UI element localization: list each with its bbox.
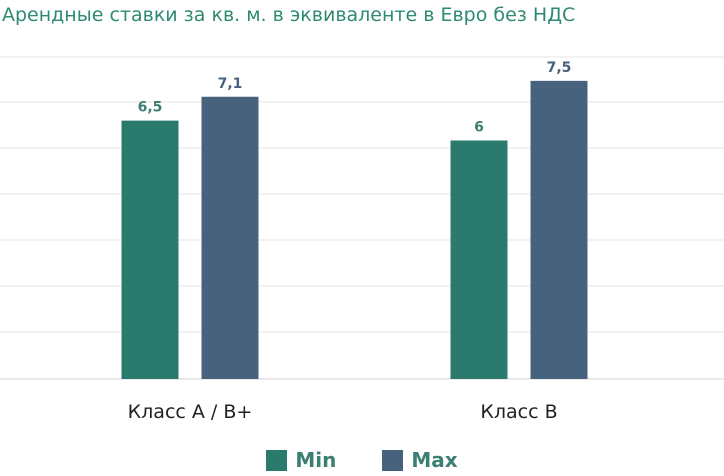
bar-max-1: [530, 80, 588, 379]
category-label-1: Класс В: [480, 401, 557, 423]
value-label-max-0: 7,1: [218, 76, 243, 92]
chart-title: Арендные ставки за кв. м. в эквиваленте …: [2, 4, 576, 26]
bar-min-1: [450, 140, 508, 379]
legend-swatch-max: [382, 449, 404, 471]
gridlines: [0, 56, 724, 380]
legend-swatch-min: [266, 449, 288, 471]
category-label-0: Класс А / В+: [128, 401, 253, 423]
category-labels: Класс А / В+ Класс В: [128, 401, 558, 423]
bar-max-0: [201, 96, 259, 380]
bars: [121, 80, 588, 380]
legend-label-min: Min: [295, 448, 337, 472]
bar-min-0: [121, 120, 179, 380]
legend-item-min[interactable]: Min: [266, 448, 336, 472]
value-labels: 6,5 7,1 6 7,5: [138, 60, 572, 136]
value-label-min-1: 6: [474, 119, 484, 135]
value-label-max-1: 7,5: [547, 60, 572, 76]
value-label-min-0: 6,5: [138, 100, 163, 116]
legend-item-max[interactable]: Max: [382, 448, 458, 472]
legend-label-max: Max: [411, 448, 458, 472]
legend: Min Max: [0, 448, 724, 472]
